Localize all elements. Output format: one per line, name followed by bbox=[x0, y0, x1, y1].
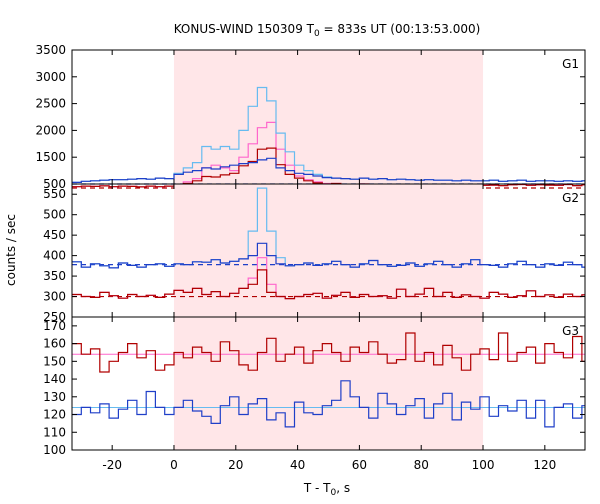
x-tick-label: 120 bbox=[533, 458, 556, 472]
highlight-region bbox=[173, 50, 484, 184]
panel-frame bbox=[71, 316, 586, 451]
series-G3-red bbox=[72, 332, 585, 373]
highlight-region bbox=[173, 317, 484, 450]
y-tick-label: 500 bbox=[43, 177, 66, 191]
x-tick-label: 60 bbox=[352, 458, 367, 472]
y-tick-label: 130 bbox=[43, 390, 66, 404]
y-tick-label: 170 bbox=[43, 319, 66, 333]
y-tick-label: 400 bbox=[43, 249, 66, 263]
y-tick-label: 120 bbox=[43, 408, 66, 422]
panel-label: G2 bbox=[562, 191, 579, 205]
x-tick-label: 100 bbox=[472, 458, 495, 472]
x-tick-label: -20 bbox=[102, 458, 122, 472]
series-G2-red bbox=[72, 269, 585, 300]
x-tick-label: 20 bbox=[228, 458, 243, 472]
y-tick-label: 450 bbox=[43, 228, 66, 242]
panel-label: G3 bbox=[562, 324, 579, 338]
y-tick-label: 110 bbox=[43, 425, 66, 439]
y-tick-label: 350 bbox=[43, 269, 66, 283]
y-tick-label: 300 bbox=[43, 290, 66, 304]
series-G2-blue bbox=[72, 242, 585, 269]
x-axis-label: T - T0, s bbox=[303, 481, 350, 498]
y-tick-label: 500 bbox=[43, 208, 66, 222]
y-tick-label: 150 bbox=[43, 354, 66, 368]
x-tick-label: 0 bbox=[170, 458, 178, 472]
y-tick-label: 250 bbox=[43, 310, 66, 324]
y-tick-label: 3500 bbox=[35, 43, 66, 57]
x-tick-label: 40 bbox=[290, 458, 305, 472]
y-tick-label: 2000 bbox=[35, 123, 66, 137]
y-tick-label: 100 bbox=[43, 443, 66, 457]
x-tick-label: 80 bbox=[414, 458, 429, 472]
y-tick-label: 2500 bbox=[35, 97, 66, 111]
highlight-region bbox=[173, 184, 484, 317]
series-G1-blue bbox=[72, 157, 585, 183]
plot-layer: 15002000250030003500500G1300350400450500… bbox=[35, 43, 586, 472]
chart-title: KONUS-WIND 150309 T0 = 833s UT (00:13:53… bbox=[174, 22, 481, 39]
y-tick-label: 550 bbox=[43, 187, 66, 201]
y-tick-label: 140 bbox=[43, 372, 66, 386]
y-tick-label: 160 bbox=[43, 337, 66, 351]
y-tick-label: 3000 bbox=[35, 70, 66, 84]
y-axis-label: counts / sec bbox=[4, 214, 18, 286]
series-G3-blue bbox=[72, 380, 585, 428]
panel-label: G1 bbox=[562, 57, 579, 71]
y-tick-label: 1500 bbox=[35, 150, 66, 164]
